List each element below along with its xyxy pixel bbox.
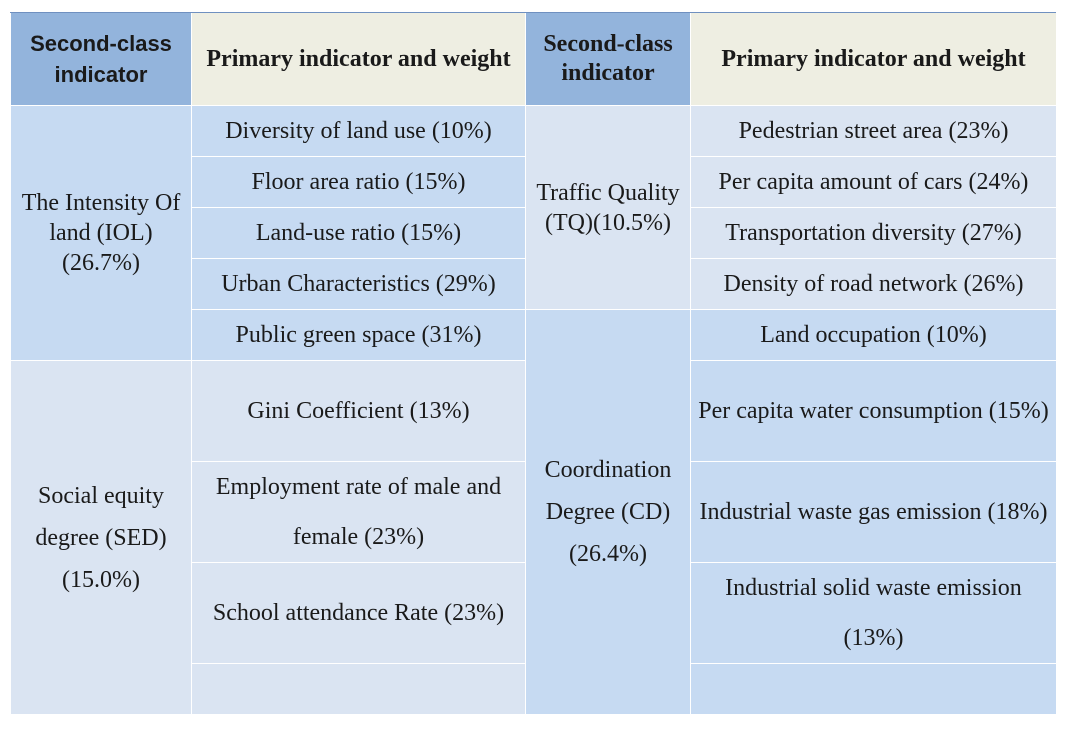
header-primary-indicator-right: Primary indicator and weight bbox=[690, 12, 1056, 106]
right-indicator-cell: Density of road network (26%) bbox=[690, 258, 1056, 310]
indicator-table-container: Second-class indicator Primary indicator… bbox=[10, 12, 1056, 732]
table-row: Urban Characteristics (29%) Density of r… bbox=[11, 258, 1056, 310]
left-indicator-cell-empty bbox=[191, 663, 526, 715]
right-indicator-cell-empty bbox=[690, 663, 1056, 715]
right-indicator-cell: Per capita amount of cars (24%) bbox=[690, 156, 1056, 208]
sed-category-cell: Social equity degree (SED)(15.0%) bbox=[10, 360, 192, 715]
tq-category-cell: Traffic Quality (TQ)(10.5%) bbox=[525, 105, 691, 310]
table-row: Employment rate of male and female (23%)… bbox=[11, 461, 1056, 563]
left-indicator-cell: Public green space (31%) bbox=[191, 309, 526, 361]
header-second-class-indicator-right: Second-class indicator bbox=[525, 12, 691, 106]
right-indicator-cell: Pedestrian street area (23%) bbox=[690, 105, 1056, 157]
table-row: The Intensity Of land (IOL)(26.7%) Diver… bbox=[10, 105, 1056, 361]
header-primary-indicator-left: Primary indicator and weight bbox=[191, 12, 526, 106]
table-row: Land-use ratio (15%) Transportation dive… bbox=[11, 207, 1056, 259]
left-indicator-cell: Land-use ratio (15%) bbox=[191, 207, 526, 259]
header-second-class-indicator-left: Second-class indicator bbox=[10, 12, 192, 106]
table-row: School attendance Rate (23%) Industrial … bbox=[11, 562, 1056, 664]
header-row: Second-class indicator Primary indicator… bbox=[10, 12, 1056, 106]
right-indicator-cell: Industrial waste gas emission (18%) bbox=[690, 461, 1056, 563]
left-indicator-cell: Floor area ratio (15%) bbox=[191, 156, 526, 208]
right-indicator-cell: Land occupation (10%) bbox=[690, 309, 1056, 361]
left-indicator-cell: Gini Coefficient (13%) bbox=[191, 360, 526, 462]
table-top-rule bbox=[10, 12, 1056, 13]
left-indicator-cell: Diversity of land use (10%) bbox=[191, 105, 526, 157]
right-indicator-cell: Per capita water consumption (15%) bbox=[690, 360, 1056, 462]
right-indicator-cell: Industrial solid waste emission (13%) bbox=[690, 562, 1056, 664]
left-indicator-cell: Employment rate of male and female (23%) bbox=[191, 461, 526, 563]
indicator-table: Second-class indicator Primary indicator… bbox=[10, 12, 1056, 715]
right-indicator-cell: Transportation diversity (27%) bbox=[690, 207, 1056, 259]
iol-category-cell: The Intensity Of land (IOL)(26.7%) bbox=[10, 105, 192, 361]
left-indicator-cell: School attendance Rate (23%) bbox=[191, 562, 526, 664]
table-row: Public green space (31%) Coordination De… bbox=[11, 309, 1056, 715]
table-row bbox=[11, 663, 1056, 715]
left-indicator-cell: Urban Characteristics (29%) bbox=[191, 258, 526, 310]
cd-category-cell: Coordination Degree (CD)(26.4%) bbox=[525, 309, 691, 715]
